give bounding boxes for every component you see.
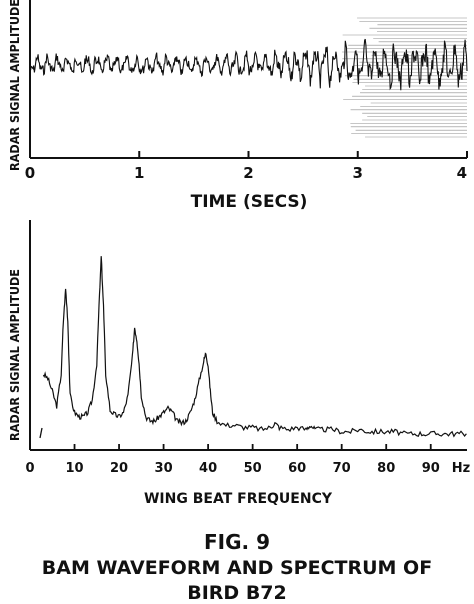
spectrum-x-tick-label: 20: [110, 461, 128, 476]
spectrum-x-tick-label: 30: [155, 461, 173, 476]
spectrum-x-tick-label: 10: [65, 461, 83, 476]
spectrum-y-axis-label: RADAR SIGNAL AMPLITUDE: [7, 269, 22, 441]
waveform-x-tick-labels: 0 1 2 3 4: [25, 164, 467, 182]
figure-caption-line1: BAM WAVEFORM AND SPECTRUM OF: [41, 557, 433, 579]
waveform-x-tick-label: 4: [457, 164, 467, 182]
waveform-x-tick-label: 1: [134, 164, 144, 182]
spectrum-x-tick-label: Hz: [452, 461, 470, 476]
figure-caption-number: FIG. 9: [204, 530, 270, 554]
waveform-series-line: [29, 38, 468, 91]
spectrum-chart: 0 10 20 30 40 50 60 70 80 90 Hz RADAR SIGNAL AMPLI…: [7, 220, 470, 507]
spectrum-x-tick-label: 40: [199, 461, 217, 476]
spectrum-x-ticks: [29, 444, 432, 450]
waveform-chart: 0 1 2 3 4 RADAR SIGNAL AMPLITUDE TIME (SECS): [7, 0, 468, 212]
spectrum-x-tick-label: 90: [422, 461, 440, 476]
spectrum-series-line: [42, 256, 467, 438]
waveform-x-tick-label: 3: [353, 164, 363, 182]
spectrum-start-stroke: [39, 427, 43, 439]
spectrum-x-tick-label: 60: [288, 461, 306, 476]
spectrum-x-tick-labels: 0 10 20 30 40 50 60 70 80 90 Hz: [25, 461, 470, 476]
spectrum-x-axis-label: WING BEAT FREQUENCY: [144, 491, 333, 507]
waveform-x-tick-label: 2: [243, 164, 253, 182]
waveform-dense-trace: [341, 17, 467, 138]
spectrum-x-tick-label: 80: [377, 461, 395, 476]
waveform-y-axis-label: RADAR SIGNAL AMPLITUDE: [7, 0, 22, 171]
spectrum-x-tick-label: 70: [333, 461, 351, 476]
figure-caption-line2: BIRD B72: [187, 582, 287, 604]
waveform-x-tick-label: 0: [25, 164, 35, 182]
spectrum-x-tick-label: 50: [244, 461, 262, 476]
waveform-x-axis-label: TIME (SECS): [191, 192, 308, 212]
spectrum-x-tick-label: 0: [25, 461, 34, 476]
waveform-x-ticks: [29, 151, 468, 158]
